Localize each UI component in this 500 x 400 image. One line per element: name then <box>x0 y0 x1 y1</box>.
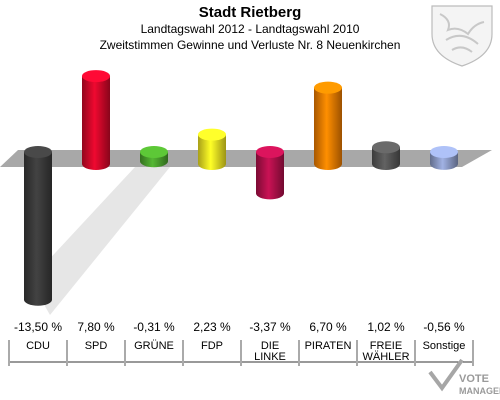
value-label-1: -13,50 % <box>14 320 62 334</box>
bar-3 <box>140 146 168 168</box>
bar-body <box>314 87 342 164</box>
value-label-2: 7,80 % <box>77 320 115 334</box>
chart-subtitle-2: Zweitstimmen Gewinne und Verluste Nr. 8 … <box>99 38 401 52</box>
value-label-7: 1,02 % <box>367 320 405 334</box>
bar-1 <box>24 146 52 306</box>
bar-body <box>24 152 52 300</box>
bar-bottom-cap <box>82 158 110 170</box>
bar-5 <box>256 146 284 200</box>
bar-bottom-cap <box>198 158 226 170</box>
bar-2 <box>82 70 110 170</box>
bar-top-cap <box>372 141 400 154</box>
chart-title: Stadt Rietberg <box>198 4 302 21</box>
value-label-5: -3,37 % <box>249 320 291 334</box>
bar-top-cap <box>256 146 284 158</box>
category-label-6: PIRATEN <box>305 340 352 352</box>
category-label-3: GRÜNE <box>134 340 174 352</box>
bar-bottom-cap <box>314 158 342 170</box>
bar-body <box>256 152 284 194</box>
baseline-band <box>0 150 492 167</box>
bar-top-cap <box>140 146 168 158</box>
category-label-7: FREIE <box>370 340 402 352</box>
bar-8 <box>430 146 458 170</box>
bar-6 <box>314 81 342 170</box>
logo-word-1: VOTE <box>459 373 489 385</box>
category-label-7: WÄHLER <box>362 351 409 363</box>
bar-bottom-cap <box>140 155 168 168</box>
bar-top-cap <box>430 146 458 158</box>
value-label-3: -0,31 % <box>133 320 175 334</box>
bar-bottom-cap <box>256 187 284 200</box>
bar-body <box>82 76 110 164</box>
chart-subtitle-1: Landtagswahl 2012 - Landtagswahl 2010 <box>140 22 360 36</box>
coat-of-arms-icon <box>431 5 493 67</box>
bar-bottom-cap <box>372 158 400 170</box>
bar-bottom-cap <box>24 293 52 306</box>
vote-manager-logo: VOTE MANAGER <box>428 358 500 396</box>
bar-4 <box>198 128 226 170</box>
category-label-5: DIE <box>261 340 279 352</box>
value-label-4: 2,23 % <box>193 320 231 334</box>
bar-top-cap <box>82 70 110 83</box>
category-label-8: Sonstige <box>423 340 466 352</box>
category-label-5: LINKE <box>254 351 286 363</box>
bar-bottom-cap <box>430 157 458 170</box>
category-label-1: CDU <box>26 340 50 352</box>
category-label-4: FDP <box>201 340 223 352</box>
value-label-6: 6,70 % <box>309 320 347 334</box>
bar-7 <box>372 141 400 170</box>
bar-top-cap <box>314 81 342 94</box>
bar-top-cap <box>24 146 52 158</box>
category-label-2: SPD <box>85 340 108 352</box>
perspective-shadow <box>30 167 170 315</box>
logo-word-2: MANAGER <box>459 386 500 396</box>
bar-top-cap <box>198 128 226 141</box>
value-label-8: -0,56 % <box>423 320 465 334</box>
